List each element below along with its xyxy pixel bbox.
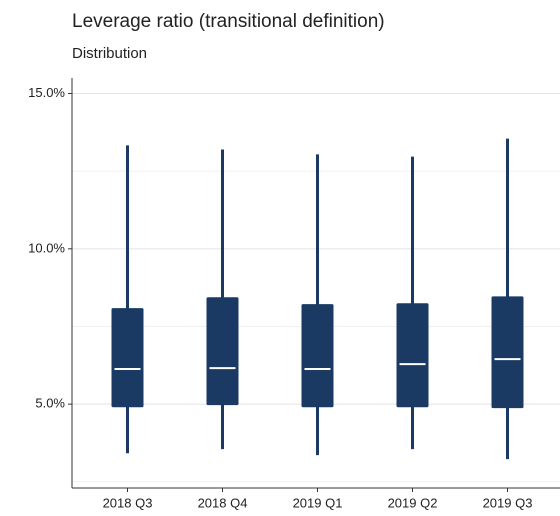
chart-title: Leverage ratio (transitional definition) bbox=[72, 11, 385, 32]
box bbox=[301, 304, 334, 408]
y-tick-label: 15.0% bbox=[28, 85, 65, 100]
x-tick-label: 2018 Q4 bbox=[198, 495, 248, 510]
x-tick-label: 2019 Q3 bbox=[483, 495, 533, 510]
y-tick-label: 10.0% bbox=[28, 240, 65, 255]
x-tick-label: 2018 Q3 bbox=[103, 495, 153, 510]
box bbox=[206, 297, 239, 406]
y-tick-label: 5.0% bbox=[35, 396, 65, 411]
box bbox=[491, 296, 524, 409]
x-tick-label: 2019 Q2 bbox=[388, 495, 438, 510]
chart-subtitle: Distribution bbox=[72, 45, 147, 62]
x-tick-label: 2019 Q1 bbox=[293, 495, 343, 510]
box bbox=[396, 303, 429, 408]
box bbox=[111, 308, 144, 408]
